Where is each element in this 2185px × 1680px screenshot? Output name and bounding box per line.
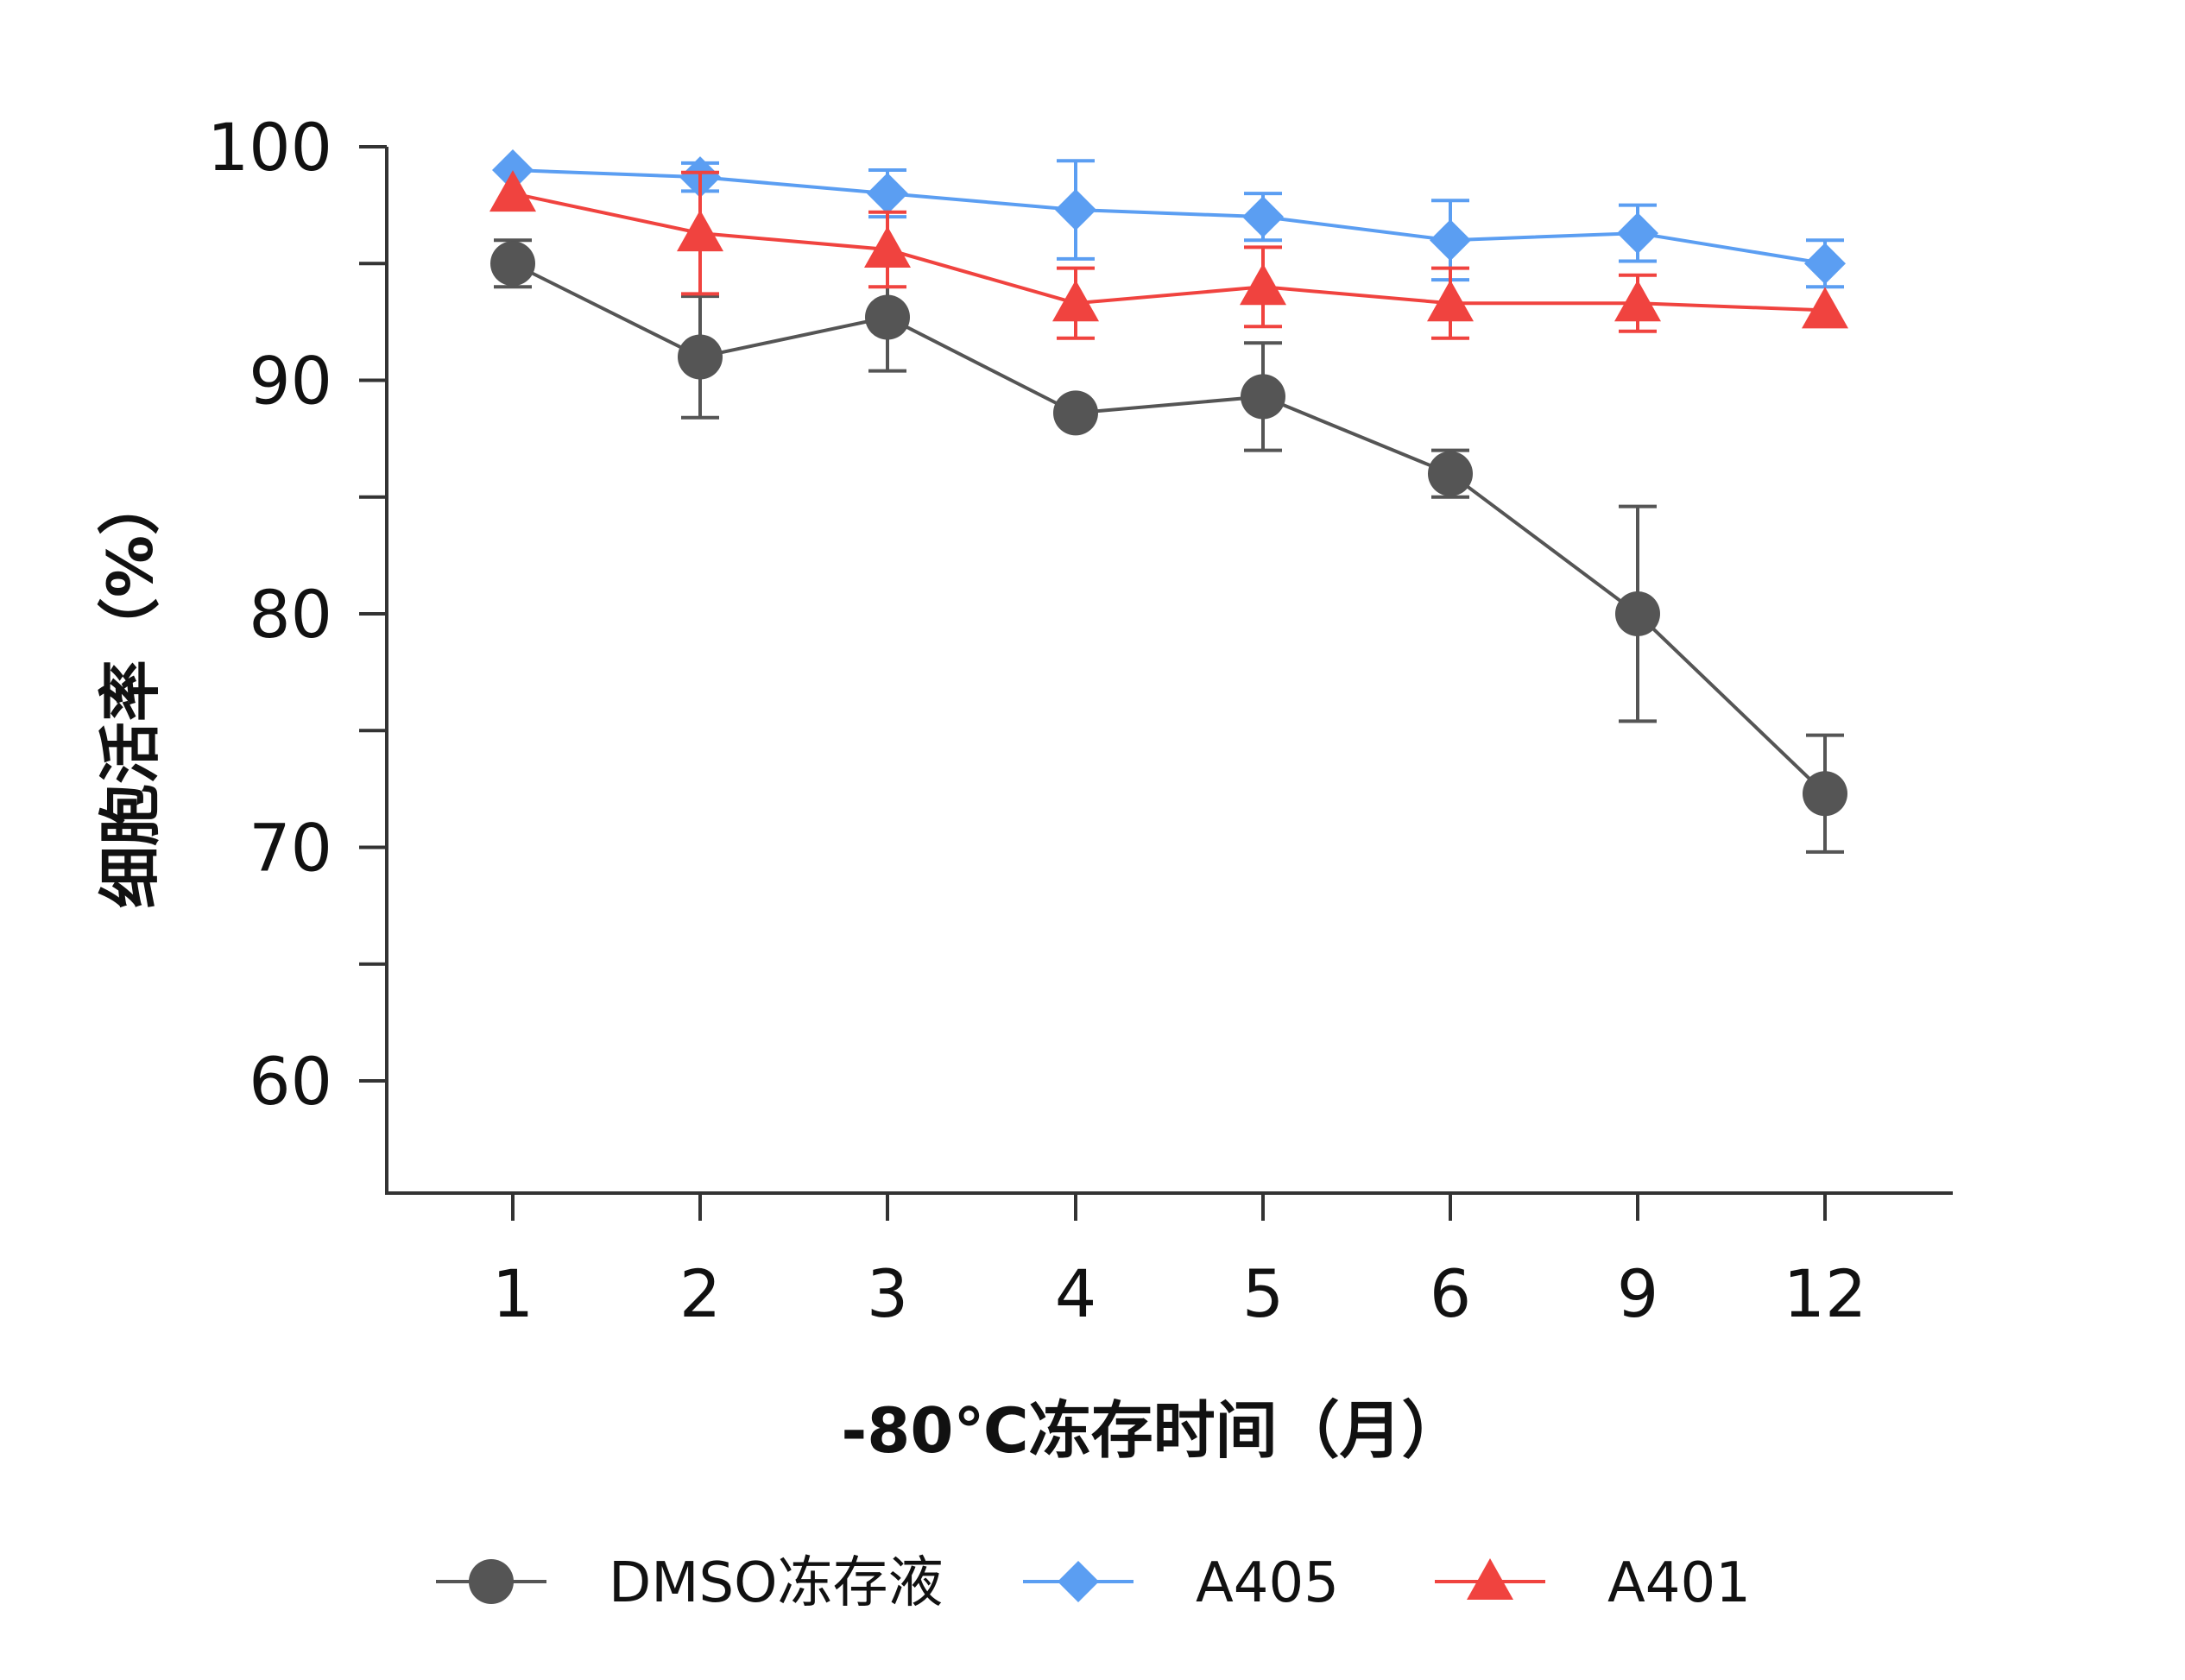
x-tick-label: 3 xyxy=(867,1255,908,1332)
series-1-point xyxy=(1242,196,1284,238)
series-2-point xyxy=(1240,263,1286,306)
series-1-point xyxy=(492,149,534,192)
y-tick-label: 80 xyxy=(249,576,332,653)
x-tick-label: 2 xyxy=(679,1255,721,1332)
legend-marker xyxy=(1467,1558,1513,1600)
series-1-point xyxy=(867,173,908,215)
series-1-point xyxy=(1804,243,1846,285)
x-tick-label: 9 xyxy=(1617,1255,1658,1332)
series-2-point xyxy=(864,226,911,268)
legend-label: A405 xyxy=(1196,1551,1339,1615)
legend-item-2: A401 xyxy=(1435,1551,1751,1615)
legend-marker xyxy=(1058,1561,1099,1602)
series-1-point xyxy=(1055,189,1096,231)
series-2-point xyxy=(1802,287,1848,329)
y-tick-label: 60 xyxy=(249,1043,332,1120)
series-1-point xyxy=(1430,219,1471,262)
series-2-point xyxy=(489,170,536,212)
y-axis-title: 细胞活率（%） xyxy=(94,473,167,908)
series-2-point xyxy=(677,210,723,252)
axes xyxy=(385,147,1953,1195)
series-0-point xyxy=(1241,374,1285,420)
x-tick-label: 1 xyxy=(492,1255,534,1332)
series-0-line xyxy=(512,262,1827,795)
legend-marker xyxy=(469,1559,514,1604)
legend-item-1: A405 xyxy=(1023,1551,1339,1615)
series-0-point xyxy=(865,294,910,340)
series-0-point xyxy=(1615,591,1660,636)
legend-item-0: DMSO冻存液 xyxy=(436,1551,944,1615)
series-0-point xyxy=(678,334,723,380)
series-layer xyxy=(489,149,1848,854)
y-tick-label: 70 xyxy=(249,810,332,887)
series-2-point xyxy=(1052,280,1099,322)
series-2-line xyxy=(512,192,1826,313)
series-2 xyxy=(489,170,1848,340)
series-1 xyxy=(492,149,1846,289)
series-0-point xyxy=(1053,390,1098,436)
x-tick-label: 5 xyxy=(1242,1255,1284,1332)
legend-label: DMSO冻存液 xyxy=(609,1551,944,1615)
y-tick-label: 100 xyxy=(207,109,332,186)
series-0-point xyxy=(1428,451,1473,496)
series-0 xyxy=(490,238,1847,854)
series-2-point xyxy=(1614,280,1661,322)
x-tick-label: 4 xyxy=(1055,1255,1096,1332)
legend: DMSO冻存液 A405 A401 xyxy=(436,1551,1751,1615)
series-2-point xyxy=(1427,280,1474,322)
x-tick-label: 12 xyxy=(1784,1255,1867,1332)
legend-label: A401 xyxy=(1607,1551,1751,1615)
x-axis-title: -80℃冻存时间（月） xyxy=(841,1394,1463,1467)
series-1-line xyxy=(512,168,1826,266)
x-tick-label: 6 xyxy=(1430,1255,1471,1332)
series-0-point xyxy=(490,241,535,287)
series-0-point xyxy=(1803,771,1847,817)
series-1-point xyxy=(1617,212,1658,255)
y-tick-label: 90 xyxy=(249,343,332,420)
